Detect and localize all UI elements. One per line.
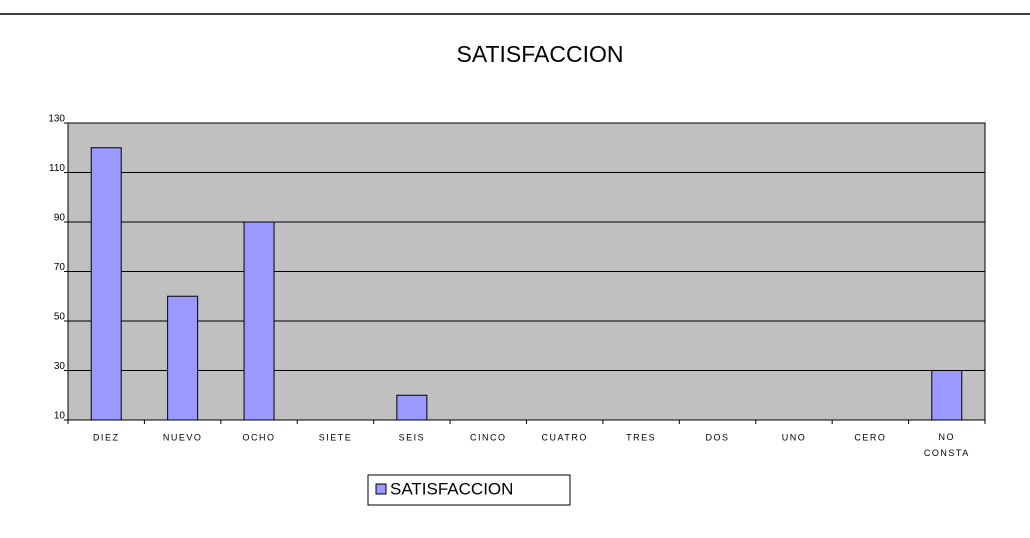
y-tick-label: 30 (54, 361, 66, 372)
x-tick-label: DOS (706, 432, 730, 442)
x-tick-label: CUATRO (542, 432, 588, 442)
x-tick-label: NUEVO (163, 432, 203, 442)
x-tick-label: SIETE (319, 432, 353, 442)
y-tick-label: 130 (48, 114, 65, 125)
chart-title: SATISFACCION (457, 41, 624, 67)
legend-swatch (375, 483, 387, 495)
y-tick-label: 110 (49, 163, 65, 174)
x-tick-label: DIEZ (93, 432, 120, 442)
legend-label: SATISFACCION (390, 479, 513, 498)
x-tick-label: UNO (782, 432, 807, 442)
bar (396, 394, 428, 421)
y-tick-label: 70 (54, 262, 66, 273)
x-tick-label: NO CONSTA (924, 432, 970, 458)
bar (90, 147, 122, 421)
bar (931, 370, 963, 421)
y-tick-label: 10 (54, 411, 66, 422)
y-tick-label: 90 (54, 213, 66, 224)
y-tick-label: 50 (54, 312, 66, 323)
legend-box (367, 474, 571, 506)
x-tick-label: OCHO (243, 432, 276, 442)
bar (243, 221, 275, 421)
x-tick-label: SEIS (399, 432, 426, 442)
x-tick-label: CINCO (470, 432, 507, 442)
x-tick-label: TRES (626, 432, 656, 442)
bar (167, 295, 199, 421)
x-tick-label: CERO (854, 432, 886, 442)
